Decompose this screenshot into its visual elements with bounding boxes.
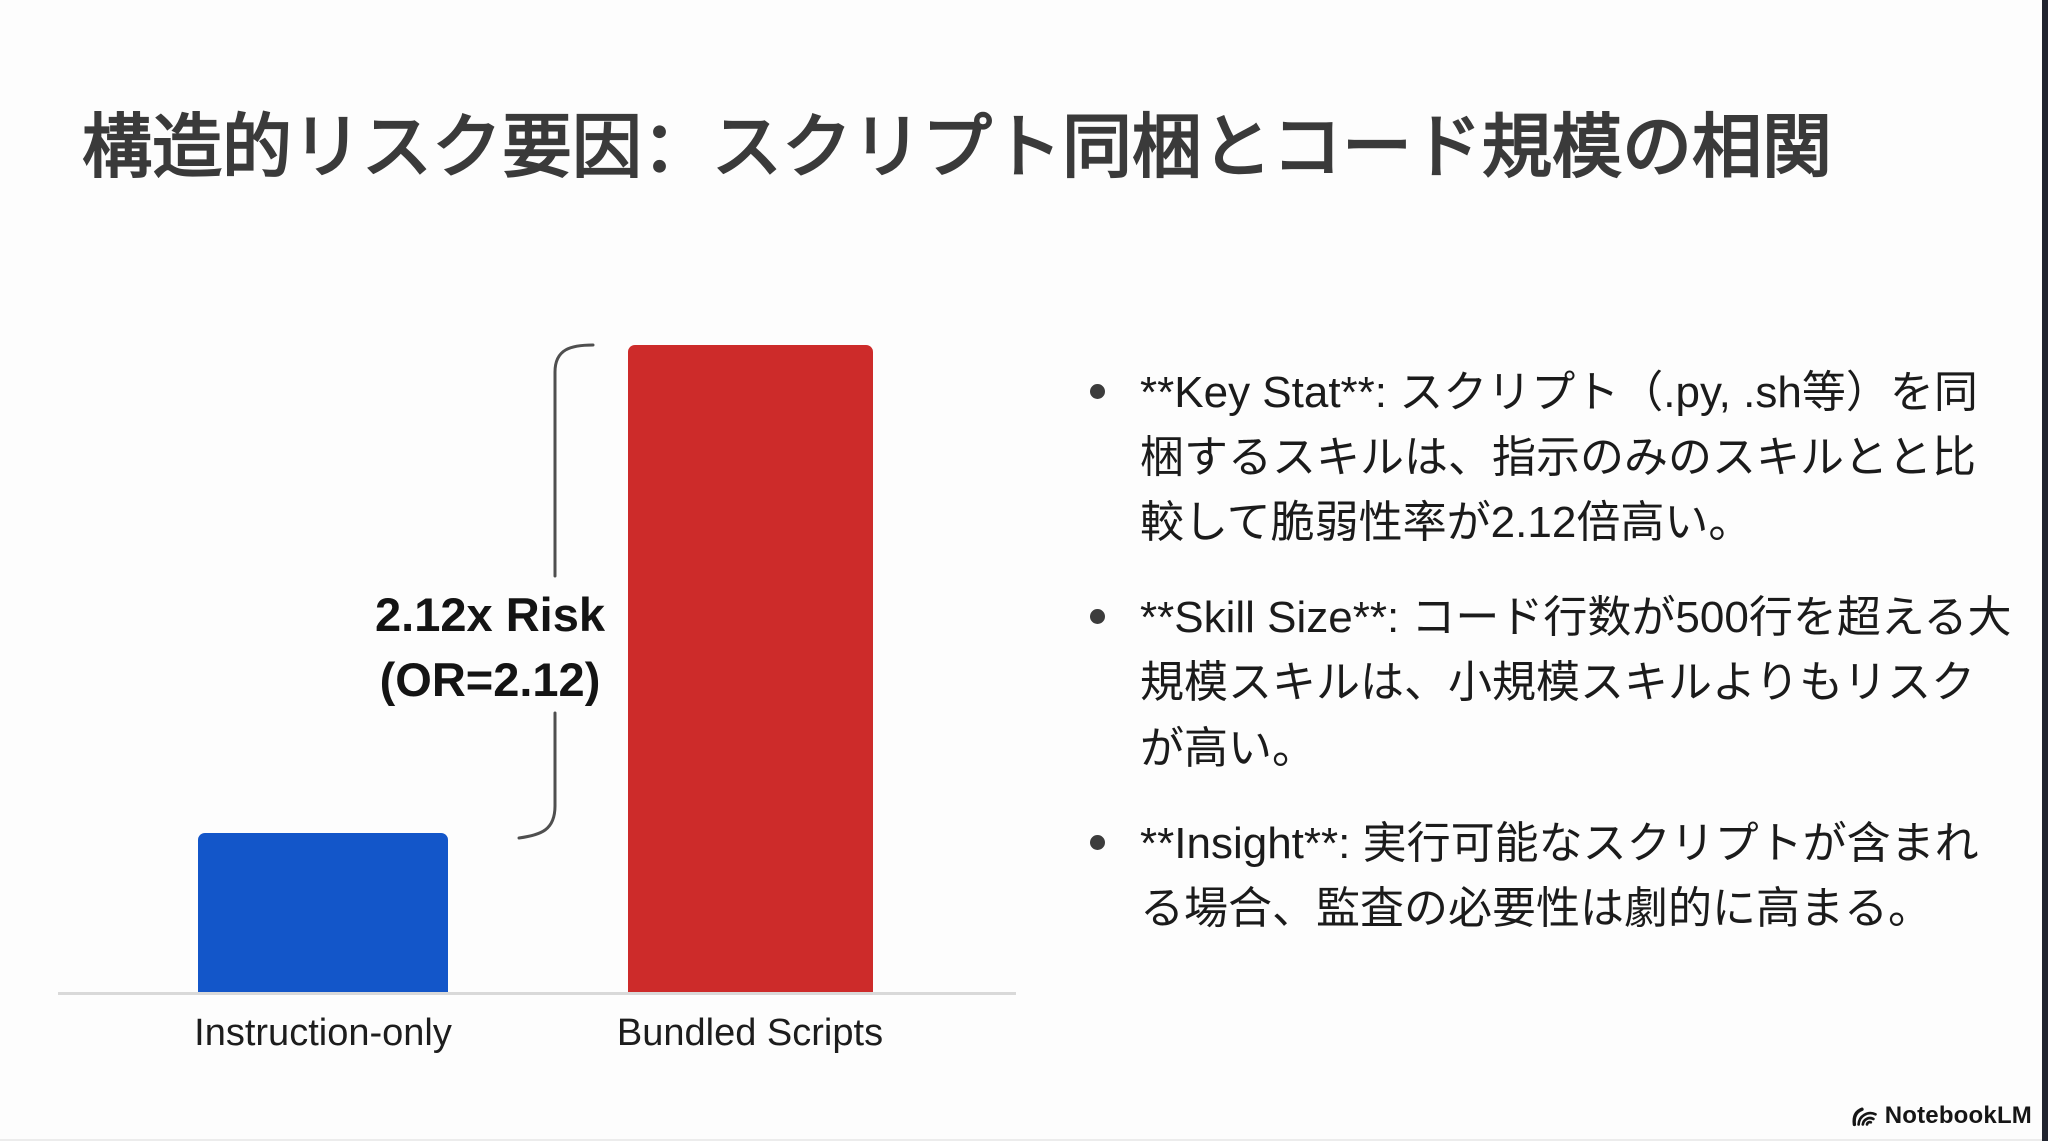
bullet-dot — [1090, 834, 1105, 850]
bullet-insight-text: **Insight**: 実行可能なスクリプトが含まれる場合、監査の必要性は劇的… — [1140, 818, 1979, 933]
bar-chart: 2.12x Risk (OR=2.12) Instruction-only Bu… — [58, 343, 1016, 1054]
risk-annotation-line2: (OR=2.12) — [379, 652, 601, 706]
x-label-bundled-scripts: Bundled Scripts — [616, 1012, 884, 1054]
bullet-skill-size-text: **Skill Size**: コード行数が500行を超える大規模スキルは、小規… — [1140, 593, 2012, 773]
bullet-insight: **Insight**: 実行可能なスクリプトが含まれる場合、監査の必要性は劇的… — [1088, 811, 2016, 941]
bullet-key-stat-text: **Key Stat**: スクリプト（.py, .sh等）を同梱するスキルは、… — [1140, 368, 1978, 548]
notebooklm-watermark: NotebookLM — [1851, 1102, 2032, 1130]
bullet-key-stat: **Key Stat**: スクリプト（.py, .sh等）を同梱するスキルは、… — [1088, 360, 2016, 555]
bullet-skill-size: **Skill Size**: コード行数が500行を超える大規模スキルは、小規… — [1088, 585, 2016, 780]
x-label-instruction-only: Instruction-only — [194, 1012, 452, 1054]
bullet-list: **Key Stat**: スクリプト（.py, .sh等）を同梱するスキルは、… — [1088, 360, 2016, 971]
notebooklm-wordmark: NotebookLM — [1884, 1102, 2032, 1129]
bar-instruction-only — [198, 833, 448, 994]
slide-title: 構造的リスク要因：スクリプト同梱とコード規模の相関 — [82, 107, 1832, 186]
right-edge-strip — [2042, 0, 2048, 1141]
risk-annotation-line1: 2.12x Risk — [375, 588, 605, 641]
bullet-dot — [1090, 384, 1105, 399]
bullet-dot — [1090, 609, 1105, 625]
risk-annotation: 2.12x Risk (OR=2.12) — [325, 583, 655, 713]
notebooklm-logo-icon — [1852, 1107, 1877, 1127]
bottom-hairline — [0, 1139, 2042, 1141]
risk-bracket-line — [517, 343, 595, 840]
x-axis-baseline — [58, 992, 1016, 995]
bar-bundled-scripts — [628, 345, 873, 994]
